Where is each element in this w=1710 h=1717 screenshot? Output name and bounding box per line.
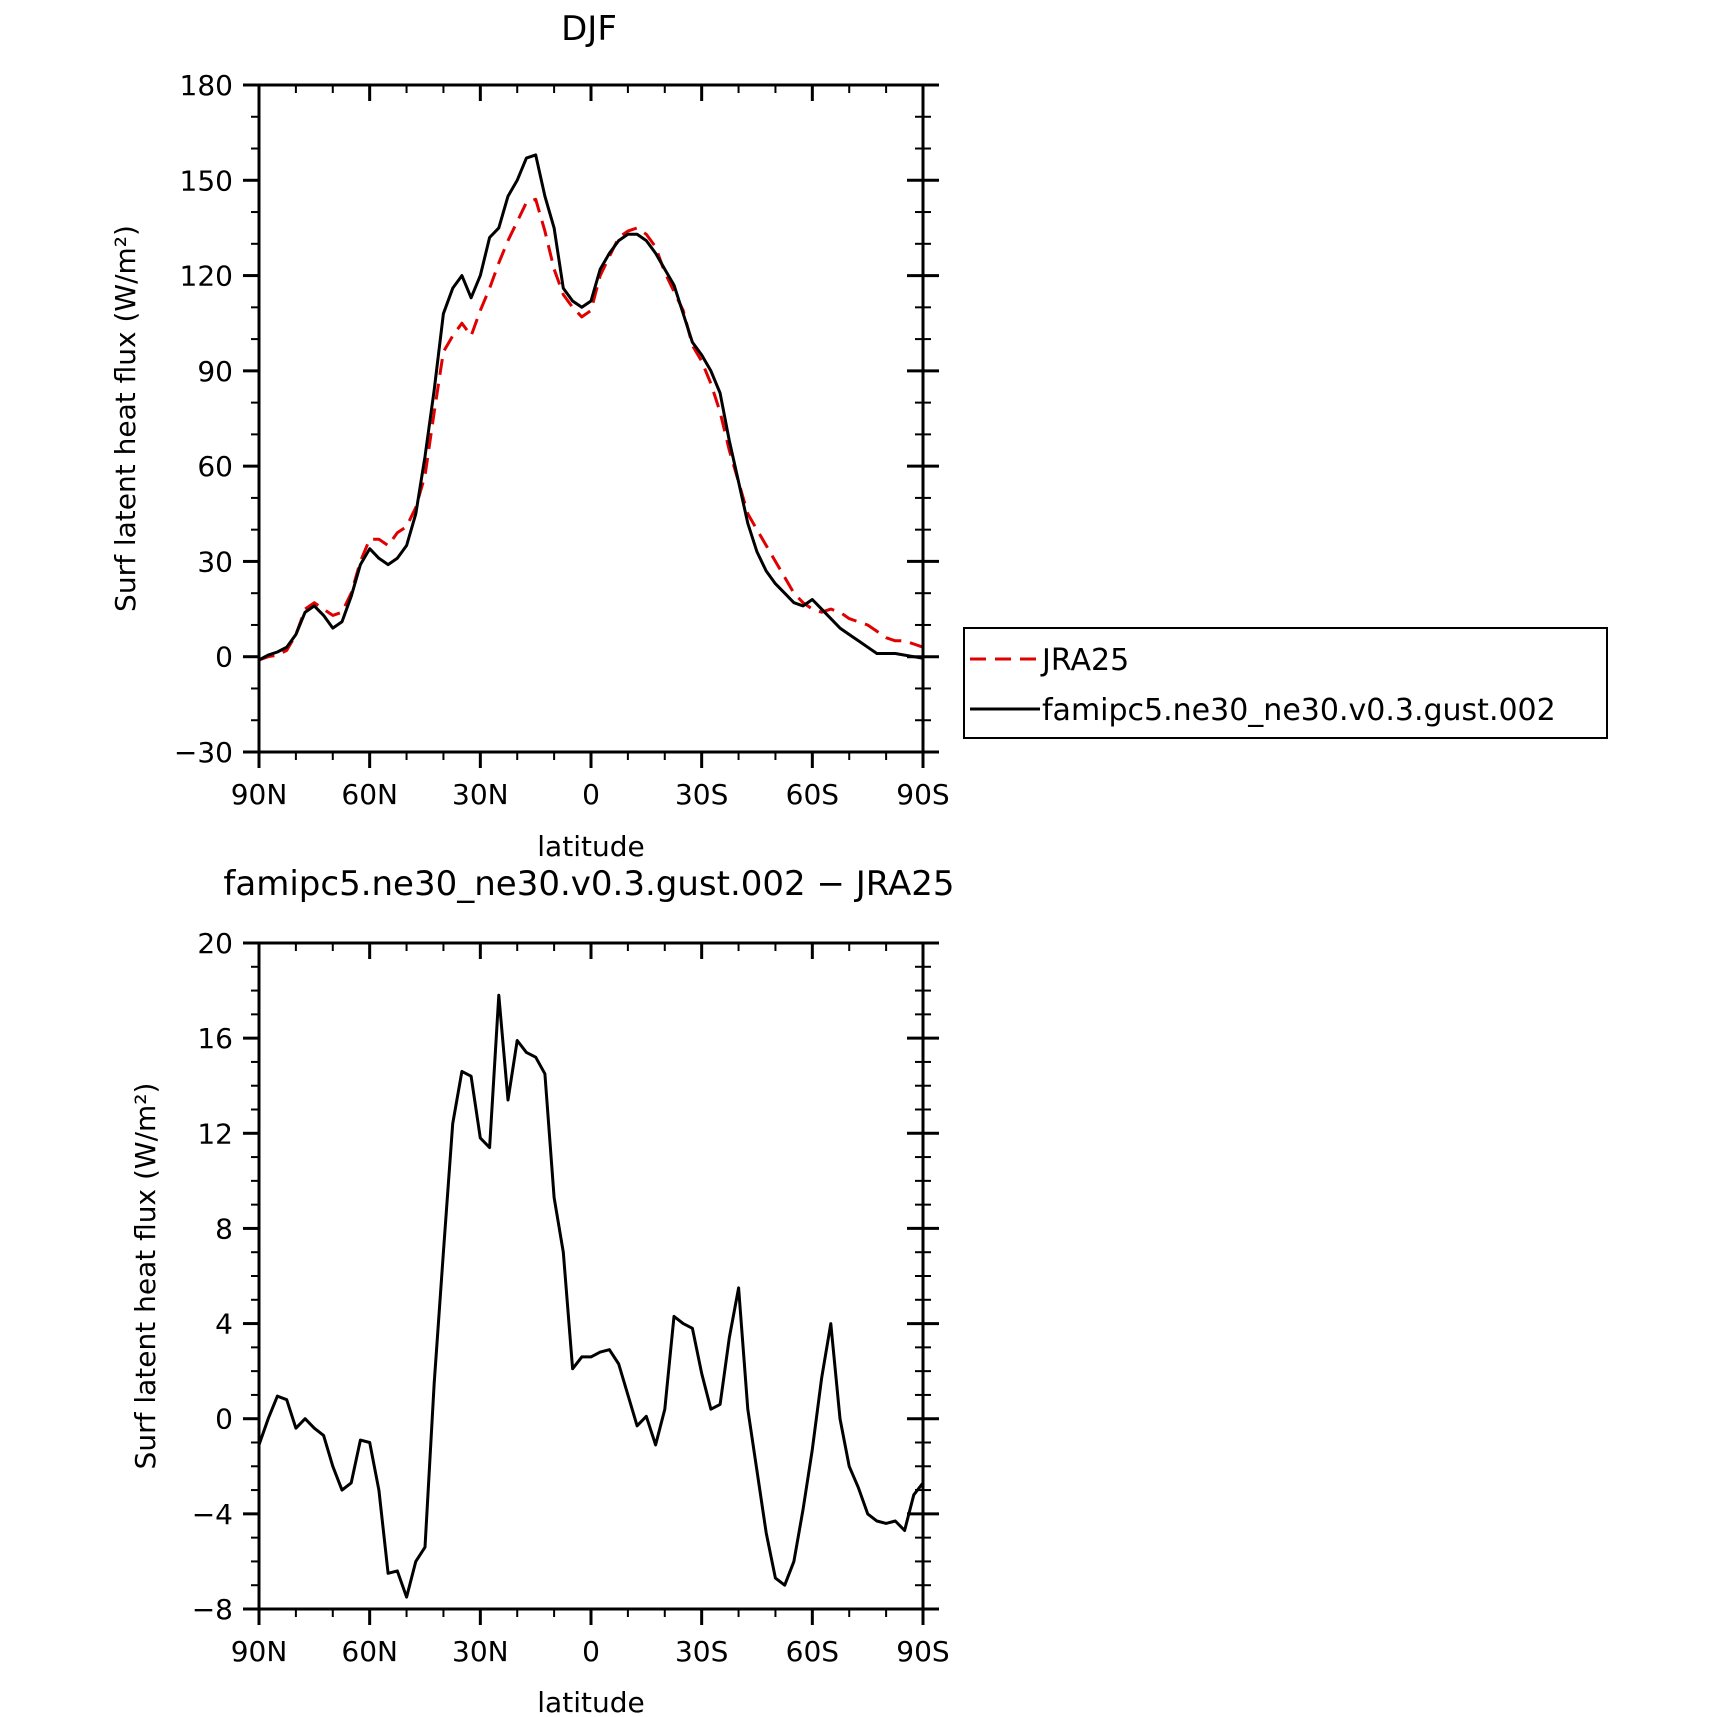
top-chart-panel: DJF 90N 60N 30N 0 30S 60S 90S −30 0 30 60 90 120 150… [109,9,950,863]
y-tick-label: 16 [197,1022,233,1055]
top-chart-title: DJF [561,9,617,49]
x-tick-label: 0 [582,1635,600,1668]
bottom-chart-title: famipc5.ne30_ne30.v0.3.gust.002 − JRA25 [223,864,954,904]
x-tick-label: 90S [896,1635,949,1668]
bottom-chart-x-tick-labels: 90N 60N 30N 0 30S 60S 90S [231,1635,950,1668]
y-tick-label: 150 [180,164,233,197]
y-tick-label: 120 [180,260,233,293]
legend-label-model: famipc5.ne30_ne30.v0.3.gust.002 [1042,693,1556,728]
x-tick-label: 30S [675,1635,728,1668]
top-chart-ticks [243,83,939,768]
bottom-chart-y-axis-label: Surf latent heat flux (W/m²) [129,1083,162,1470]
legend-box [963,627,1608,739]
top-chart-y-axis-label: Surf latent heat flux (W/m²) [109,225,142,612]
y-tick-label: 12 [197,1117,233,1150]
x-tick-label: 90S [896,778,949,811]
y-tick-label: −8 [192,1593,233,1626]
x-tick-label: 60N [341,1635,398,1668]
y-tick-label: 90 [197,355,233,388]
y-tick-label: 4 [215,1308,233,1341]
bottom-chart-y-tick-labels: −8 −4 0 4 8 12 16 20 [192,927,233,1626]
x-tick-label: 30N [452,1635,509,1668]
y-tick-label: 0 [215,641,233,674]
bottom-chart-frame [257,941,925,1611]
x-tick-label: 60S [786,778,839,811]
top-chart-frame [257,83,925,754]
y-tick-label: 180 [180,69,233,102]
series-line-famipc5-ne30-ne30-v0-3-gust-002 [258,153,924,662]
y-tick-label: 30 [197,545,233,578]
top-chart-x-tick-labels: 90N 60N 30N 0 30S 60S 90S [231,778,950,811]
bottom-chart-series [257,993,925,1599]
legend: JRA25 famipc5.ne30_ne30.v0.3.gust.002 [963,627,1608,739]
bottom-chart-x-axis-label: latitude [537,1686,644,1717]
top-chart-x-axis-label: latitude [537,830,644,863]
y-tick-label: 0 [215,1403,233,1436]
bottom-chart-panel: famipc5.ne30_ne30.v0.3.gust.002 − JRA25 … [129,864,955,1717]
bottom-chart-ticks [243,941,939,1625]
series-line-jra25 [258,197,924,662]
x-tick-label: 60S [786,1635,839,1668]
x-tick-label: 90N [231,778,288,811]
x-tick-label: 60N [341,778,398,811]
x-tick-label: 30N [452,778,509,811]
top-chart-series [258,153,924,662]
x-tick-label: 0 [582,778,600,811]
legend-label-jra25: JRA25 [1040,643,1129,678]
series-line-difference [257,993,925,1599]
y-tick-label: −30 [174,736,233,769]
y-tick-label: 60 [197,450,233,483]
top-chart-y-tick-labels: −30 0 30 60 90 120 150 180 [174,69,233,769]
x-tick-label: 30S [675,778,728,811]
x-tick-label: 90N [231,1635,288,1668]
y-tick-label: −4 [192,1498,233,1531]
y-tick-label: 20 [197,927,233,960]
y-tick-label: 8 [215,1212,233,1245]
